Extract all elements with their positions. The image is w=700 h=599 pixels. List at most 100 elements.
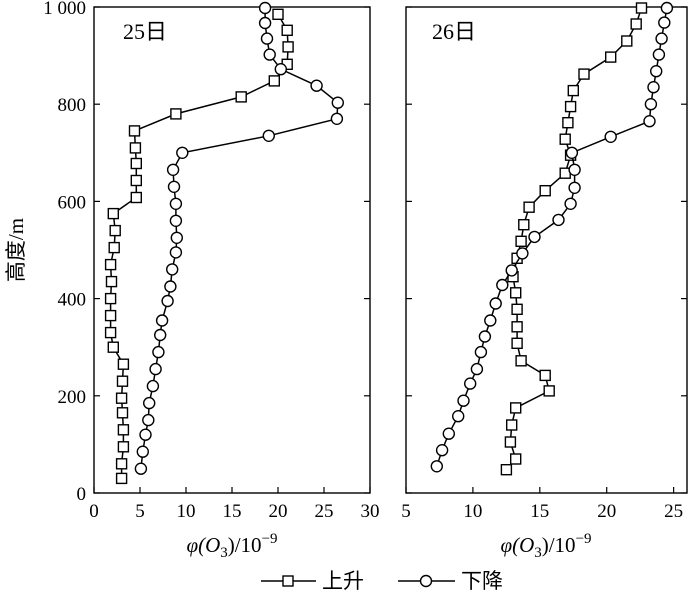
p1-point-ascent: [129, 142, 142, 154]
p2-point-descent: [528, 230, 541, 244]
p1-point-descent: [161, 294, 174, 308]
p1-point-ascent: [104, 326, 117, 339]
p2-point-descent: [474, 345, 488, 359]
p2-point-descent: [565, 146, 579, 160]
p2-point-ascent: [539, 184, 551, 197]
p2-point-ascent: [511, 303, 523, 315]
p2-point-ascent: [543, 385, 555, 397]
p1-point-ascent: [170, 108, 182, 120]
p2-point-descent: [478, 330, 492, 343]
x-axis-label-left-pre: φ(O: [186, 533, 220, 557]
p2-point-descent: [464, 377, 477, 390]
p2-x-tick-label: 10: [463, 501, 482, 522]
p2-x-tick-label: 20: [597, 501, 616, 522]
p1-point-descent: [139, 428, 152, 441]
p2-point-ascent: [567, 84, 579, 97]
p2-point-ascent: [511, 321, 523, 333]
x-axis-label-left: φ(O3)/10−9: [186, 531, 277, 561]
p1-point-descent: [169, 246, 183, 259]
p1-point-ascent: [105, 275, 118, 288]
p1-point-descent: [155, 314, 169, 327]
p1-point-descent: [331, 96, 344, 109]
p2-point-ascent: [515, 355, 527, 367]
y-tick-label: 800: [58, 95, 87, 116]
p2-point-ascent: [500, 464, 513, 476]
p1-point-descent: [149, 362, 162, 376]
x-axis-label-left-mid: )/10: [228, 533, 262, 557]
p1-x-tick-label: 10: [177, 501, 196, 522]
p2-point-ascent: [510, 453, 522, 465]
p1-point-ascent: [235, 91, 247, 103]
p1-point-descent: [136, 445, 150, 458]
p1-point-descent: [169, 197, 183, 211]
p1-point-ascent: [268, 75, 280, 87]
legend-marker-circle: [419, 574, 433, 588]
p1-point-ascent: [115, 458, 128, 470]
p2-point-ascent: [621, 35, 633, 47]
p1-point-descent: [165, 263, 179, 276]
p2-point-descent: [457, 394, 470, 407]
y-tick-label: 400: [58, 290, 87, 311]
p2-point-descent: [552, 213, 565, 227]
p2-point-descent: [564, 197, 577, 211]
p1-point-ascent: [282, 41, 294, 53]
p1-x-tick-label: 15: [223, 501, 242, 522]
p2-point-descent: [655, 32, 668, 45]
p2-x-tick-label: 15: [530, 501, 549, 522]
p2-point-descent: [660, 1, 674, 15]
p2-point-descent: [452, 410, 465, 423]
p2-point-ascent: [510, 287, 522, 299]
p1-point-descent: [169, 214, 183, 228]
p1-point-descent: [142, 396, 156, 410]
y-tick-label: 200: [58, 387, 87, 408]
p1-x-tick-label: 25: [315, 501, 334, 522]
legend-label-descent: 下降: [461, 569, 503, 593]
p2-point-ascent: [511, 337, 523, 349]
p1-point-ascent: [117, 424, 130, 436]
p1-point-descent: [263, 48, 276, 61]
p1-point-ascent: [116, 407, 129, 419]
x-axis-label-right: φ(O3)/10−9: [500, 531, 591, 561]
p2-point-descent: [604, 130, 617, 144]
p1-point-descent: [152, 345, 165, 359]
p1-point-ascent: [117, 358, 130, 370]
panel-26-label: 26日: [432, 19, 476, 44]
p2-x-tick-label: 5: [401, 501, 411, 522]
p1-point-ascent: [108, 241, 120, 254]
p1-point-descent: [274, 62, 287, 76]
p1-series-line-ascent: [109, 13, 289, 479]
p2-point-descent: [484, 314, 497, 327]
p1-x-tick-label: 30: [361, 501, 380, 522]
p1-point-ascent: [281, 24, 293, 36]
panel-26: 26日 5 10 15 20 25: [401, 1, 688, 522]
p1-point-descent: [258, 1, 272, 15]
p1-point-descent: [134, 462, 148, 475]
p2-point-descent: [658, 16, 671, 29]
p2-point-ascent: [564, 100, 577, 113]
p2-point-ascent: [518, 218, 530, 231]
p2-point-ascent: [578, 68, 590, 80]
p2-point-descent: [643, 114, 656, 128]
p2-point-descent: [652, 48, 666, 61]
p2-point-descent: [568, 181, 581, 195]
y-tick-label: 600: [58, 192, 87, 213]
p2-point-descent: [489, 297, 502, 310]
p2-point-ascent: [559, 133, 571, 145]
p1-point-descent: [310, 79, 323, 92]
p1-point-descent: [164, 280, 177, 293]
p1-point-ascent: [130, 174, 143, 187]
p2-x-tick-label: 25: [664, 501, 683, 522]
p2-point-ascent: [605, 51, 617, 63]
p2-point-ascent: [515, 235, 527, 248]
legend-label-ascent: 上升: [322, 569, 364, 593]
p2-point-descent: [430, 460, 443, 473]
legend: 上升 下降: [261, 569, 503, 593]
p2-point-ascent: [523, 201, 535, 213]
panel-25-label: 25日: [123, 19, 167, 44]
p1-point-descent: [153, 328, 167, 342]
p2-point-ascent: [562, 116, 574, 129]
p1-point-ascent: [107, 341, 120, 353]
p1-point-ascent: [117, 441, 130, 453]
p2-point-descent: [644, 97, 658, 111]
